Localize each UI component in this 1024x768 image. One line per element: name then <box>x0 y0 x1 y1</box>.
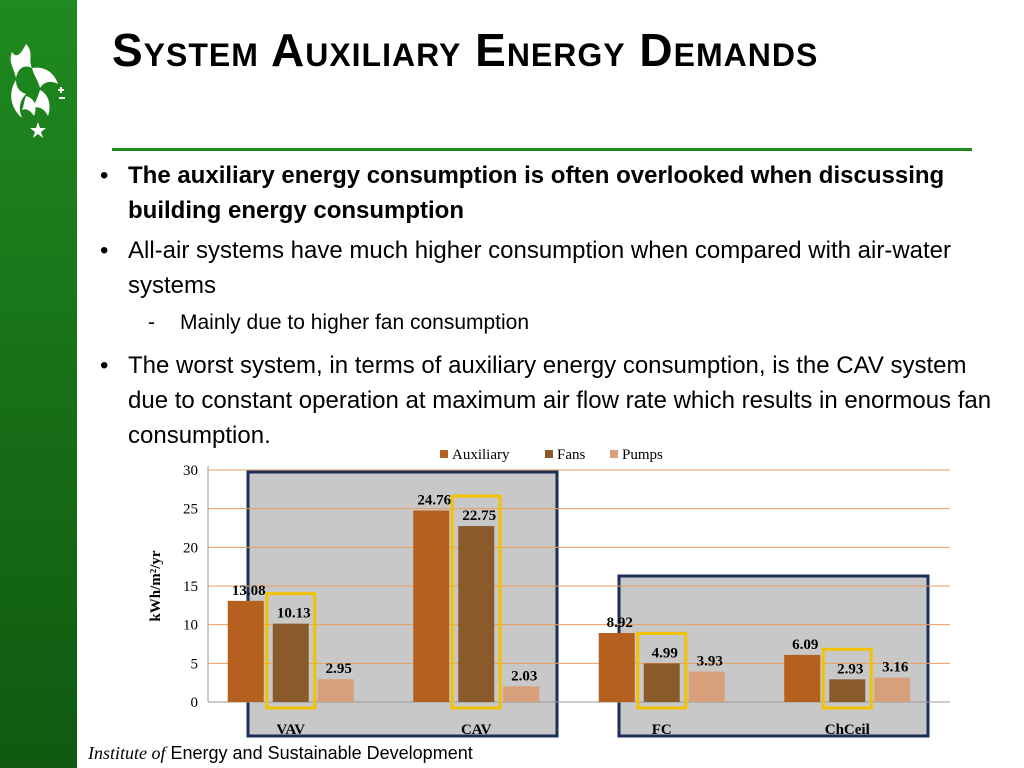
data-label: 22.75 <box>462 508 496 524</box>
fans-highlight-box <box>450 494 502 710</box>
x-tick-label: VAV <box>276 722 305 738</box>
legend-label: Fans <box>557 447 586 463</box>
bullet-text: The worst system, in terms of auxiliary … <box>128 352 992 449</box>
y-tick-label: 5 <box>191 656 199 672</box>
bullet-glyph: • <box>100 237 109 264</box>
bar-auxiliary <box>784 654 821 702</box>
data-label: 3.93 <box>697 654 723 670</box>
sub-bullet-dash: - <box>148 311 155 334</box>
x-tick-label: ChCeil <box>825 722 870 738</box>
page-title: System Auxiliary Energy Demands <box>112 24 819 76</box>
title-divider <box>112 148 972 151</box>
bar-fans <box>458 526 495 702</box>
auxiliary-energy-chart: 0 5 10 15 20 25 30 kWh/m²/yr 13.08 10.13 2.95 VAV 24… <box>148 447 950 738</box>
sidebar-band <box>0 0 77 768</box>
y-tick-label: 20 <box>183 540 198 556</box>
y-tick-label: 25 <box>183 502 198 518</box>
bullet-item: • The auxiliary energy consumption is of… <box>100 158 1000 228</box>
bullet-glyph: • <box>100 352 109 379</box>
y-tick-label: 0 <box>191 695 199 711</box>
bar-pumps <box>688 671 725 702</box>
footer: Institute of Energy and Sustainable Deve… <box>88 742 473 766</box>
data-label: 2.03 <box>511 668 537 684</box>
bar-auxiliary <box>413 510 450 702</box>
bullet-item: • The worst system, in terms of auxiliar… <box>100 348 1000 453</box>
data-label: 24.76 <box>417 493 451 509</box>
bar-auxiliary <box>598 633 635 702</box>
legend-swatch <box>545 450 553 458</box>
bullet-list: • The auxiliary energy consumption is of… <box>100 158 1000 458</box>
data-label: 13.08 <box>232 583 266 599</box>
bullet-text: All-air systems have much higher consump… <box>128 237 952 299</box>
bar-fans <box>272 623 309 702</box>
bar-fans <box>829 679 866 702</box>
data-label: 10.13 <box>277 606 311 622</box>
y-axis-label: kWh/m²/yr <box>148 550 164 622</box>
sub-bullet-item: - Mainly due to higher fan consumption <box>100 308 1000 338</box>
data-label: 4.99 <box>652 645 678 661</box>
footer-institute: Institute of <box>88 743 166 763</box>
bar-auxiliary <box>227 600 264 702</box>
fans-highlight-box <box>265 592 317 710</box>
x-tick-label: CAV <box>461 722 492 738</box>
footer-rest: Energy and Sustainable Development <box>170 743 473 763</box>
institute-logo-icon <box>10 44 65 138</box>
bar-pumps <box>874 677 911 702</box>
y-tick-label: 10 <box>183 618 198 634</box>
bullet-glyph: • <box>100 162 109 189</box>
bullet-text: The auxiliary energy consumption is ofte… <box>128 162 945 224</box>
legend-swatch <box>610 450 618 458</box>
sub-bullet-text: Mainly due to higher fan consumption <box>180 311 530 334</box>
legend-label: Pumps <box>622 447 663 463</box>
data-label: 6.09 <box>792 637 818 653</box>
bar-fans <box>643 663 680 702</box>
legend-label: Auxiliary <box>452 447 510 463</box>
legend-swatch <box>440 450 448 458</box>
data-label: 3.16 <box>882 660 909 676</box>
fans-highlight-box <box>821 647 873 710</box>
y-tick-label: 15 <box>183 579 198 595</box>
bullet-item: • All-air systems have much higher consu… <box>100 233 1000 303</box>
data-label: 2.93 <box>837 661 863 677</box>
data-label: 8.92 <box>607 615 633 631</box>
bar-pumps <box>503 686 540 702</box>
bar-pumps <box>317 679 354 702</box>
data-label: 2.95 <box>326 661 352 677</box>
fans-highlight-box <box>636 631 688 710</box>
x-tick-label: FC <box>652 722 672 738</box>
y-tick-label: 30 <box>183 463 198 479</box>
